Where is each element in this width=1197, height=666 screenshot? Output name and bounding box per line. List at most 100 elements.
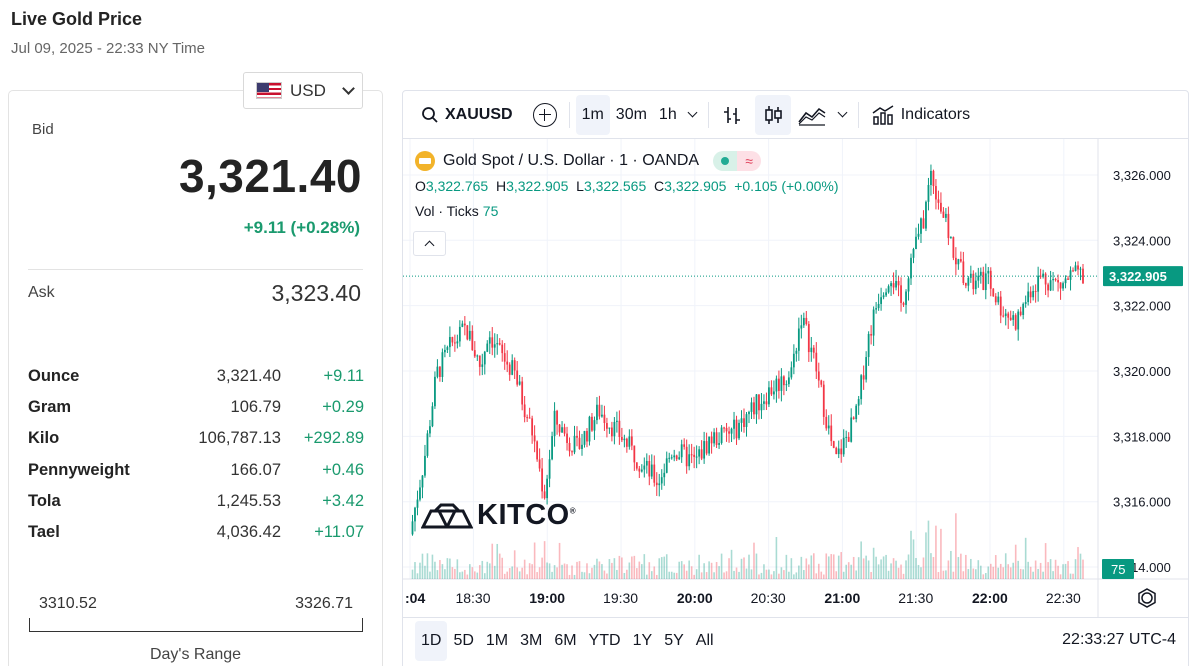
volume-bar: [1082, 559, 1084, 579]
candle-body: [581, 444, 583, 449]
currency-selector[interactable]: USD: [243, 72, 363, 109]
candle-body: [775, 378, 778, 392]
interval-dropdown[interactable]: [683, 95, 702, 135]
volume-bar: [907, 554, 910, 579]
volume-bar: [1054, 559, 1057, 579]
candle-body: [917, 233, 920, 237]
range-5d[interactable]: 5D: [453, 631, 474, 649]
candle-body: [1082, 268, 1084, 284]
compare-button[interactable]: [527, 95, 563, 135]
volume-bar: [593, 564, 596, 579]
chart-type-dropdown[interactable]: [833, 95, 852, 135]
volume-bar: [743, 557, 745, 579]
candle-body: [730, 428, 733, 434]
volume-bar: [835, 571, 838, 579]
candle-body: [947, 213, 950, 239]
volume-bar: [568, 574, 571, 579]
candle-body: [516, 370, 519, 385]
bars-style-button[interactable]: [715, 95, 749, 135]
chevron-down-icon: [687, 107, 698, 118]
candle-body: [576, 435, 578, 438]
area-chart-icon: [798, 107, 826, 126]
volume-bar: [543, 541, 546, 579]
candle-body: [865, 357, 868, 380]
indicators-button[interactable]: Indicators: [865, 95, 976, 135]
candle-body: [451, 337, 454, 343]
toolbar-separator: [857, 101, 859, 128]
volume-bar: [987, 566, 990, 579]
volume-bar: [436, 570, 439, 579]
candle-body: [880, 297, 882, 304]
x-tick-label: 22:30: [1046, 590, 1081, 606]
interval-1h[interactable]: 1h: [658, 105, 677, 123]
volume-bar: [643, 554, 646, 579]
unit-change: +0.29: [322, 398, 364, 417]
unit-change: +292.89: [303, 429, 364, 448]
candle-body: [755, 394, 758, 415]
volume-bar: [735, 567, 738, 579]
candle-body: [935, 186, 937, 200]
volume-bar: [414, 562, 416, 579]
interval-1m[interactable]: 1m: [575, 94, 610, 135]
volume-bar: [825, 553, 828, 579]
volume-bar: [655, 574, 658, 579]
candle-body: [850, 417, 853, 442]
volume-bar: [429, 571, 431, 579]
candle-body: [531, 418, 534, 436]
range-1y[interactable]: 1Y: [632, 631, 653, 649]
volume-bar: [1062, 564, 1064, 579]
candle-body: [847, 436, 850, 442]
symbol-search[interactable]: XAUUSD: [415, 95, 519, 135]
toolbar-separator: [568, 101, 570, 128]
collapse-legend-button[interactable]: [413, 231, 446, 256]
area-style-button[interactable]: [791, 95, 833, 135]
candle-body: [925, 201, 927, 229]
volume-bar: [1012, 562, 1015, 579]
market-status[interactable]: ≈: [713, 151, 762, 171]
candle-body: [979, 271, 982, 276]
unit-name: Tael: [28, 523, 60, 542]
volume-bar: [513, 550, 516, 579]
volume-bar: [636, 568, 638, 579]
volume-bar: [763, 564, 765, 579]
candle-body: [473, 350, 476, 357]
volume-bar: [865, 555, 867, 579]
volume-bar: [912, 539, 915, 579]
unit-row-kilo: Kilo 106,787.13 +292.89: [28, 423, 364, 454]
toolbar-separator: [707, 101, 709, 128]
range-3m[interactable]: 3M: [520, 631, 543, 649]
price-chart[interactable]: 3,326.000 3,324.000 3,322.000 3,320.000 3,31…: [403, 139, 1189, 617]
candle-body: [825, 416, 828, 429]
candles-style-button[interactable]: [754, 94, 791, 135]
candle-body: [688, 454, 691, 467]
volume-bar: [658, 558, 661, 579]
volume-bar: [608, 559, 611, 579]
range-1d[interactable]: 1D: [415, 620, 448, 661]
candle-body: [414, 507, 416, 522]
candle-body: [852, 417, 855, 420]
candle-body: [992, 288, 995, 297]
candle-body: [822, 384, 825, 417]
range-ytd[interactable]: YTD: [588, 631, 621, 649]
range-5y[interactable]: 5Y: [664, 631, 684, 649]
candle-body: [882, 295, 885, 298]
interval-30m[interactable]: 30m: [615, 105, 647, 123]
symbol-label: XAUUSD: [445, 105, 513, 123]
volume-bar: [708, 561, 710, 579]
volume-bar: [975, 569, 977, 579]
range-all[interactable]: All: [695, 631, 714, 649]
candle-body: [443, 349, 446, 353]
candle-body: [583, 431, 586, 445]
candle-body: [927, 184, 930, 202]
volume-bar: [857, 557, 860, 579]
candle-body: [830, 425, 833, 442]
candle-body: [770, 387, 773, 395]
volume-bar: [745, 568, 748, 579]
volume-bar: [947, 560, 950, 579]
range-1m[interactable]: 1M: [485, 631, 509, 649]
volume-bar: [1079, 553, 1082, 579]
range-6m[interactable]: 6M: [554, 631, 577, 649]
candle-body: [743, 418, 745, 427]
volume-bar: [571, 565, 573, 579]
settings-gear-icon: [1141, 592, 1153, 604]
